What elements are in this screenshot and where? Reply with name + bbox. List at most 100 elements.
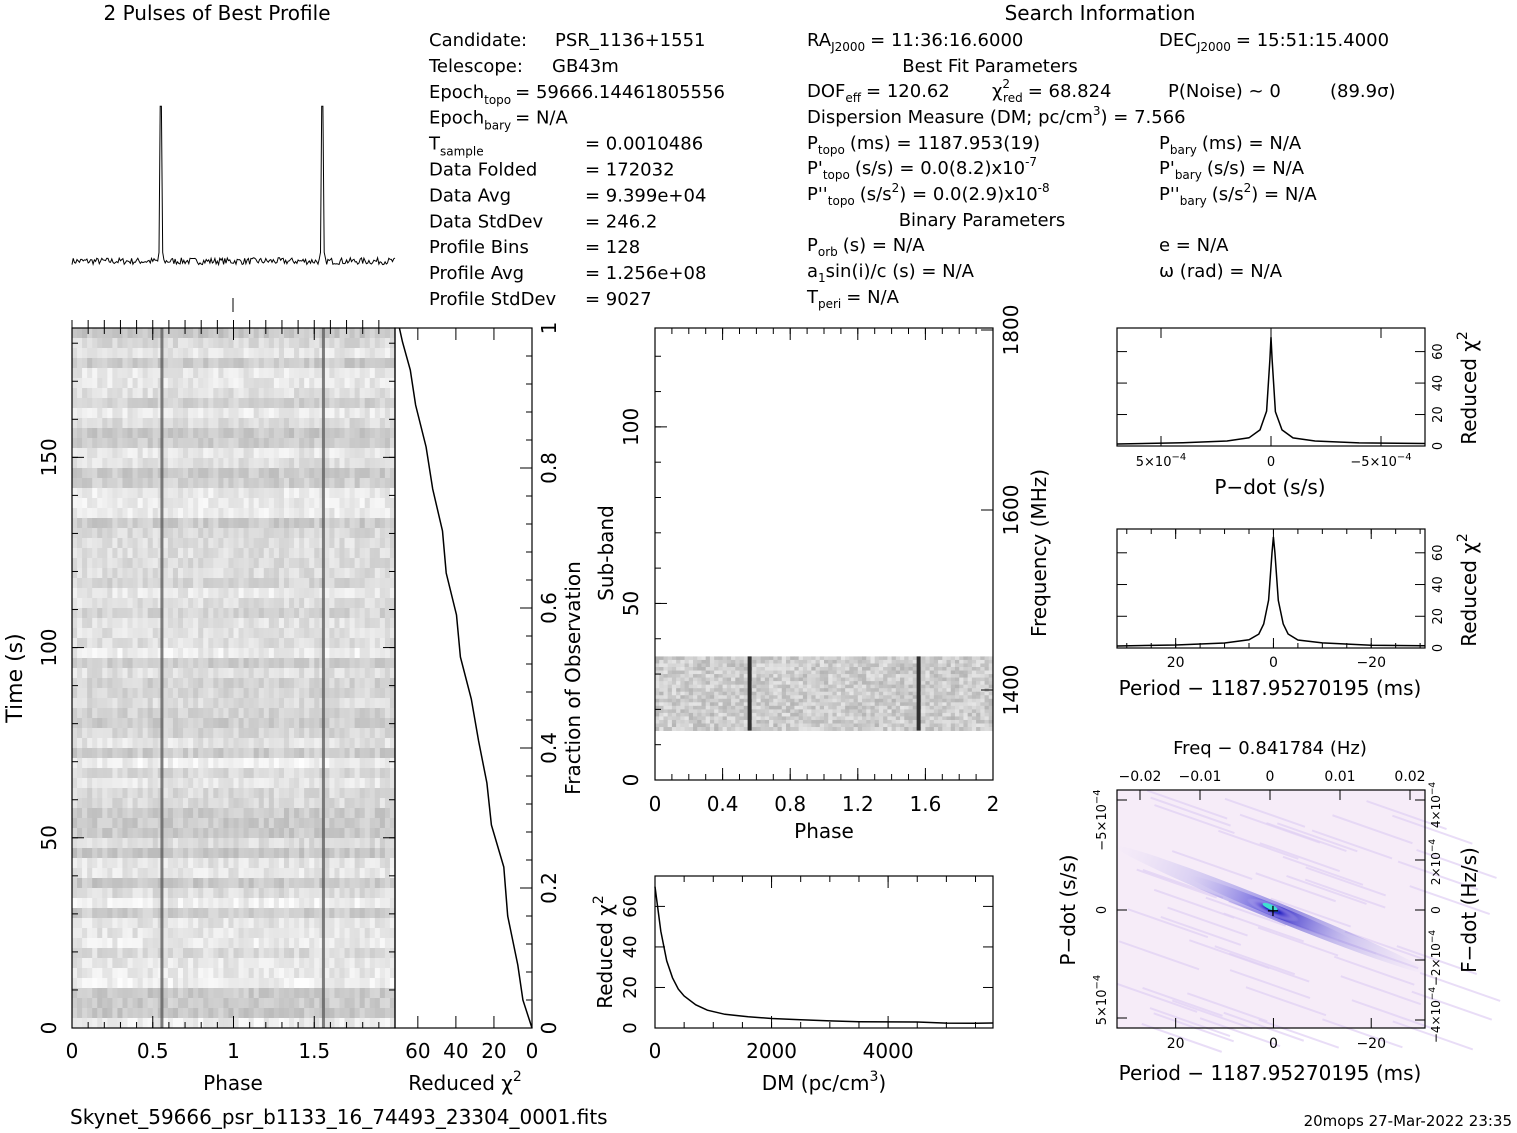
heat-cell [329,998,335,1009]
heat-cell [92,798,98,809]
heat-cell [228,708,234,719]
heat-cell [107,928,113,939]
heat-cell [117,458,123,469]
heat-cell [324,898,330,909]
heat-cell [162,968,169,979]
heat-cell [117,888,123,899]
heat-cell [193,598,199,609]
heat-cell [203,918,209,929]
heat-cell [278,738,285,749]
heat-cell [97,908,103,919]
heat-cell [167,958,174,969]
heat-cell [329,628,335,639]
heat-cell [188,348,194,359]
heat-cell [162,668,169,679]
heat-cell [107,998,113,1009]
heat-cell [162,358,169,369]
heat-cell [92,578,98,589]
heat-cell [253,498,260,509]
heat-cell [324,548,330,559]
heat-cell [97,868,103,879]
heat-cell [294,768,300,779]
heat-cell [183,348,189,359]
heat-cell [117,768,123,779]
heat-cell [294,908,300,919]
heat-cell [203,868,209,879]
heat-cell [878,659,884,664]
heat-cell [334,448,340,459]
heat-cell [344,528,351,539]
heat-cell [72,568,78,579]
heat-cell [122,368,129,379]
heat-cell [384,838,391,849]
heat-cell [258,608,265,619]
heat-cell [283,638,290,649]
heat-cell [359,668,366,679]
heat-cell [294,498,300,509]
heat-cell [339,498,346,509]
heat-cell [263,408,270,419]
heat-cell [243,728,250,739]
heat-cell [167,758,174,769]
heat-cell [374,778,381,789]
heat-cell [384,988,391,999]
heat-cell [82,568,88,579]
heat-cell [162,588,169,599]
heat-cell [97,518,103,529]
heat-cell [172,938,179,949]
heat-cell [374,508,381,519]
heat-cell [177,558,184,569]
heat-cell [891,663,897,668]
heat-cell [137,718,144,729]
heat-cell [112,458,118,469]
heat-cell [127,928,134,939]
heat-cell [273,818,280,829]
heat-cell [769,667,774,671]
heat-cell [248,928,255,939]
heat-cell [369,638,376,649]
heat-cell [177,898,184,909]
heat-cell [132,788,139,799]
heat-cell [238,528,245,539]
heat-cell [112,838,118,849]
heat-cell [152,698,159,709]
heat-cell [334,358,340,369]
heat-cell [82,408,88,419]
info-label: Profile StdDev [429,289,557,310]
heat-cell [102,518,108,529]
heat-cell [162,478,169,489]
heat-cell [384,948,391,959]
heat-cell [82,848,88,859]
heat-cell [208,998,214,1009]
heat-cell [203,748,209,759]
heat-cell [72,488,78,499]
heat-cell [384,568,391,579]
heat-cell [167,838,174,849]
heat-cell [324,708,330,719]
heat-cell [238,888,245,899]
heat-cell [238,518,245,529]
heat-cell [172,908,179,919]
heat-cell [258,548,265,559]
heat-cell [374,468,381,479]
heat-cell [223,788,229,799]
heat-cell [309,748,315,759]
heat-cell [82,728,88,739]
heat-cell [263,488,270,499]
heat-cell [304,748,310,759]
heat-cell [248,418,255,429]
heat-cell [162,818,169,829]
heat-cell [77,818,83,829]
heat-cell [127,368,134,379]
heat-cell [107,908,113,919]
heat-cell [92,928,98,939]
heat-cell [329,518,335,529]
heat-cell [177,388,184,399]
heat-cell [389,998,396,1009]
heat-cell [87,688,93,699]
heat-cell [107,678,113,689]
heat-cell [87,438,93,449]
x-tick-label: 40 [443,1039,468,1063]
heat-cell [273,448,280,459]
heat-cell [92,918,98,929]
